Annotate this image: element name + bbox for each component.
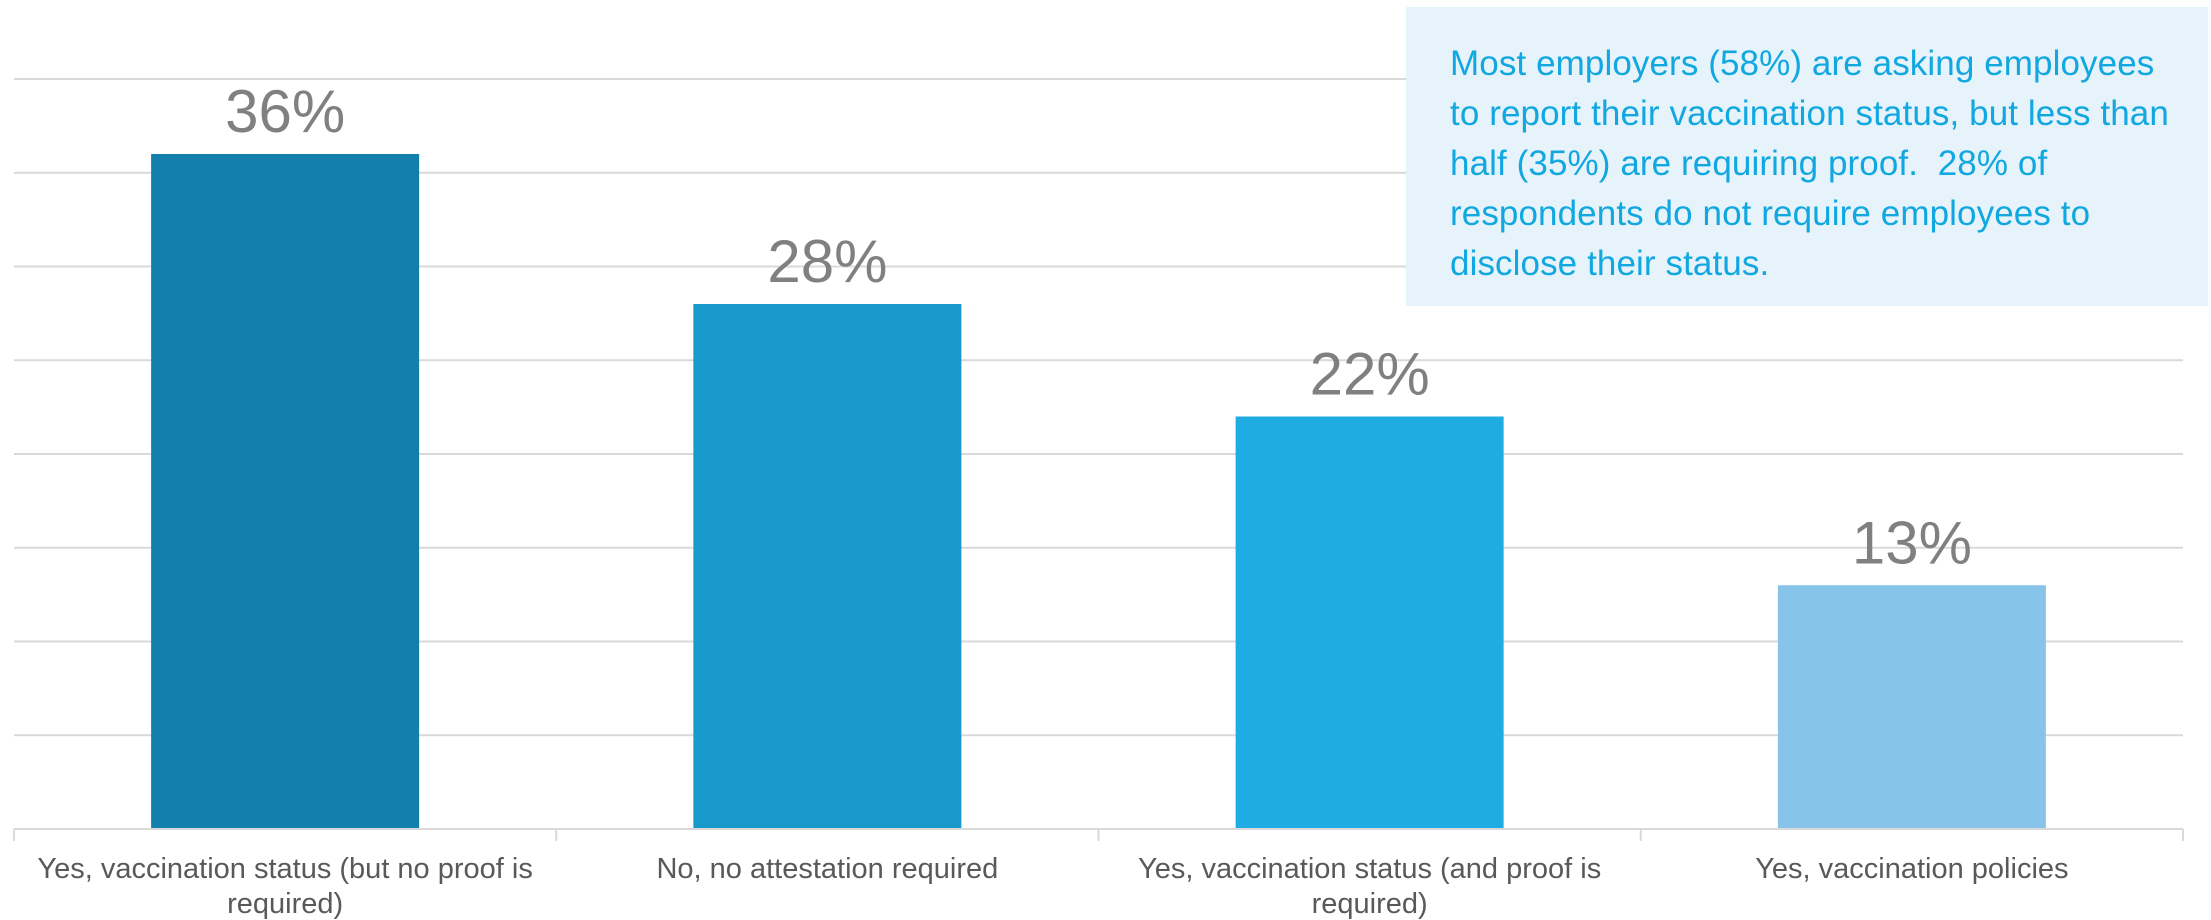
data-label: 28%	[767, 228, 887, 295]
bar-2	[693, 304, 962, 829]
x-axis	[13, 828, 2184, 841]
category-label: Yes, vaccination policies	[1755, 853, 2068, 885]
bars	[151, 154, 2046, 829]
bar-3	[1235, 416, 1504, 829]
category-labels: Yes, vaccination status (but no proof is…	[37, 853, 2068, 920]
data-label: 36%	[225, 78, 345, 145]
category-label: Yes, vaccination status (but no proof is…	[37, 853, 532, 920]
category-label: No, no attestation required	[656, 853, 998, 885]
category-label: Yes, vaccination status (and proof is req…	[1138, 853, 1601, 920]
annotation-callout: Most employers (58%) are asking employee…	[1406, 7, 2208, 306]
value-labels: 36% 28% 22% 13%	[225, 78, 1972, 576]
data-label: 22%	[1310, 341, 1430, 408]
bar-4	[1777, 585, 2046, 829]
bar-1	[151, 154, 420, 829]
data-label: 13%	[1852, 509, 1972, 576]
